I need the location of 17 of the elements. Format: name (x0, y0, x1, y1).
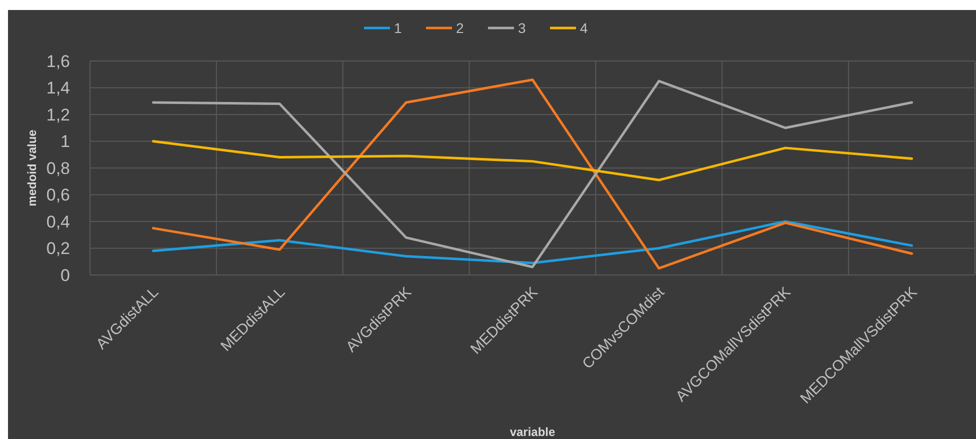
y-tick-label: 1,4 (46, 78, 70, 98)
y-tick-label: 0 (60, 266, 70, 285)
line-series (152, 220, 914, 264)
legend-label: 2 (456, 20, 464, 36)
y-tick-label: 0,6 (46, 186, 70, 205)
legend-label: 1 (394, 20, 402, 36)
legend-label: 3 (518, 20, 526, 36)
y-tick-label: 1,2 (46, 105, 70, 124)
x-axis-title: variable (510, 425, 556, 439)
y-tick-label: 0,8 (46, 158, 70, 178)
line-series (152, 140, 914, 182)
y-tick-label: 1,6 (46, 52, 70, 71)
legend-label: 4 (580, 20, 588, 36)
y-tick-label: 1 (60, 132, 70, 152)
y-axis-title: medoid value (25, 129, 39, 206)
y-tick-label: 0,2 (46, 239, 70, 258)
y-tick-label: 0,4 (46, 212, 70, 232)
